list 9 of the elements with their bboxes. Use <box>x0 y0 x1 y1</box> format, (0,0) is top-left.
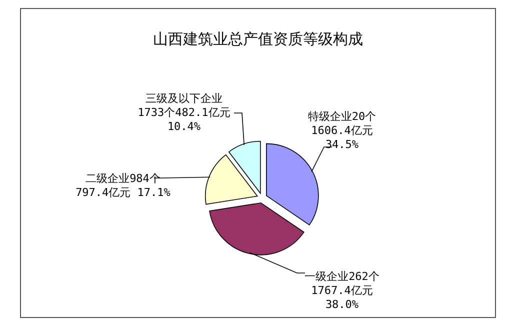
slice-label: 一级企业262个 <box>304 270 380 283</box>
data-label: 797.4亿元 17.1% <box>76 186 171 199</box>
chart-title: 山西建筑业总产值资质等级构成 <box>152 30 364 49</box>
data-label: 1606.4亿元 34.5% <box>311 124 373 151</box>
data-label: 1767.4亿元 38.0% <box>311 284 373 311</box>
data-label: 1733个482.1亿元 10.4% <box>138 106 230 133</box>
slice-label: 特级企业20个 <box>308 110 376 123</box>
slice-label: 三级及以下企业 <box>146 92 222 105</box>
slice-label: 二级企业984个 <box>86 172 160 185</box>
